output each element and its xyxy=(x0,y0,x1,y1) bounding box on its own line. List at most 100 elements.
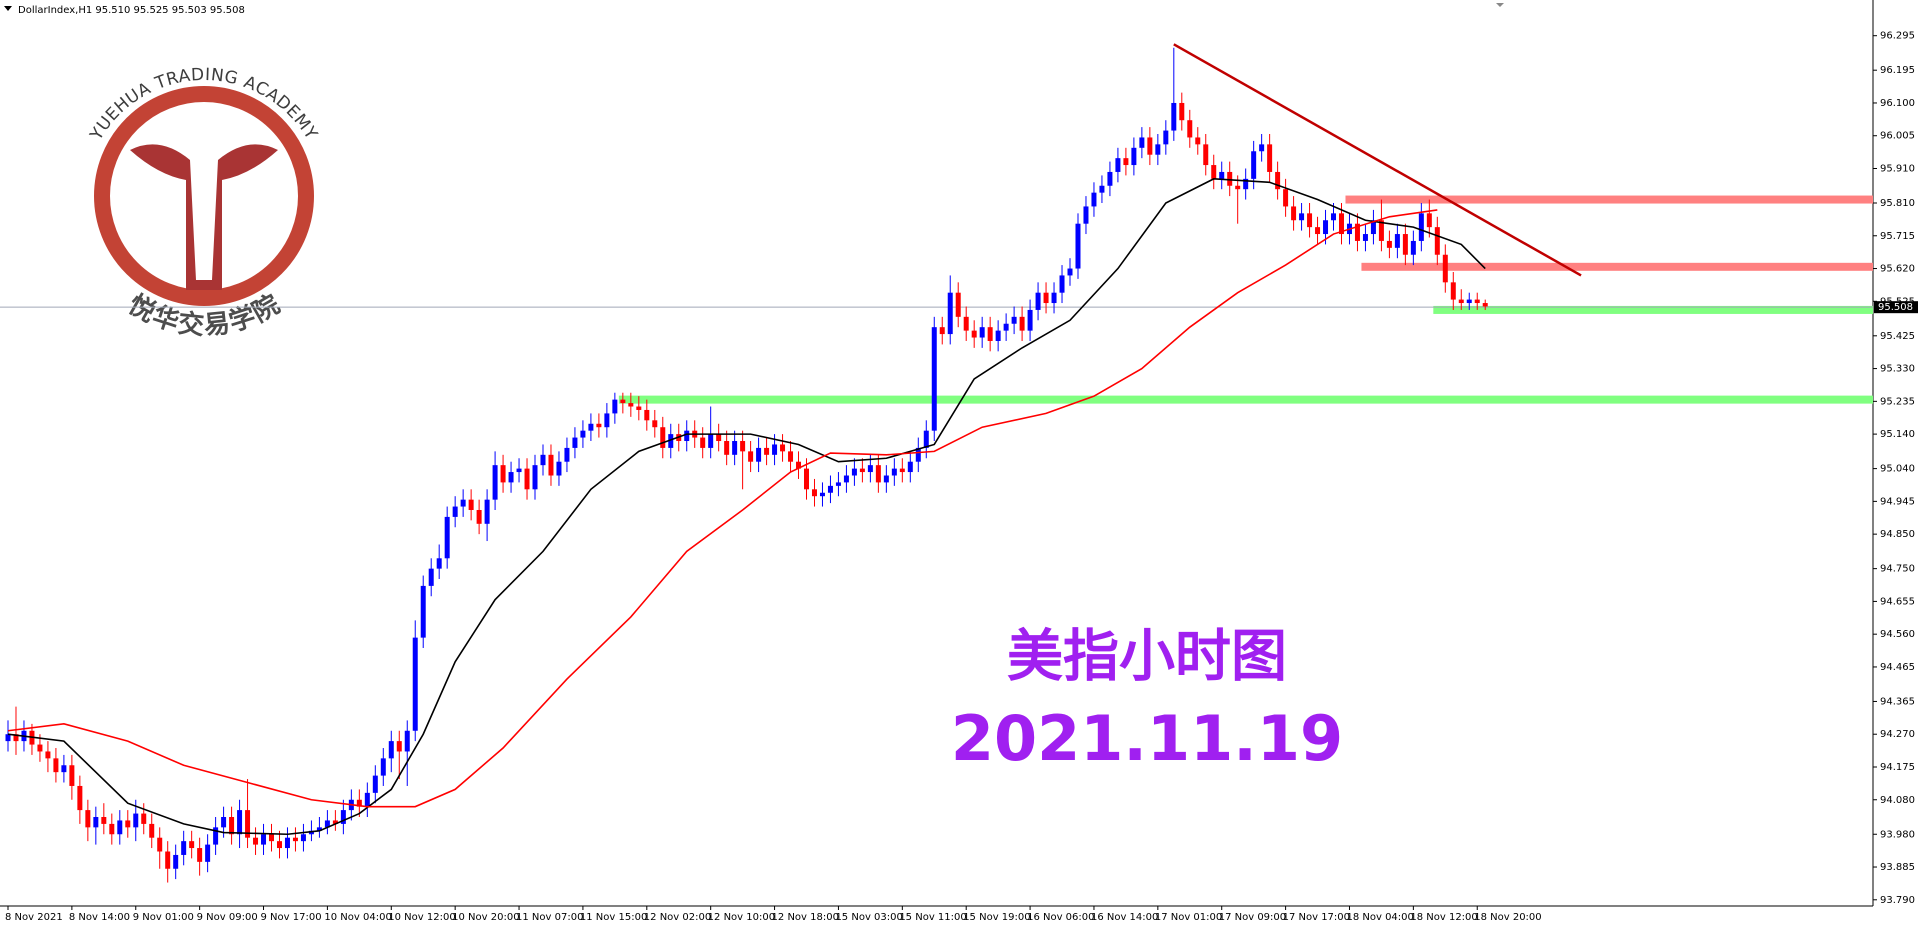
candle-body xyxy=(37,744,43,752)
candle-body xyxy=(1474,299,1480,304)
candle-body xyxy=(308,830,314,835)
candle-body xyxy=(1203,144,1209,166)
candle-body xyxy=(340,810,346,824)
candle-body xyxy=(468,499,474,511)
y-tick-label: 96.195 xyxy=(1880,65,1915,76)
x-tick-label: 17 Nov 17:00 xyxy=(1283,912,1350,923)
ma-line xyxy=(7,209,1438,808)
candle-body xyxy=(891,468,897,476)
logo-mark xyxy=(130,144,278,290)
menu-arrow[interactable] xyxy=(4,6,12,11)
x-tick-label: 12 Nov 18:00 xyxy=(772,912,839,923)
candle-body xyxy=(644,409,650,421)
candle-body xyxy=(149,823,155,838)
candle-body xyxy=(748,451,754,462)
x-tick-label: 16 Nov 14:00 xyxy=(1091,912,1158,923)
candle-body xyxy=(229,817,235,835)
candle-body xyxy=(388,741,394,759)
candle-body xyxy=(971,330,977,338)
x-tick-label: 11 Nov 07:00 xyxy=(516,912,583,923)
candle-body xyxy=(756,447,762,462)
candle-body xyxy=(700,437,706,448)
candle-body xyxy=(1147,137,1153,155)
candle-body xyxy=(724,441,730,455)
candle-body xyxy=(444,516,450,559)
candle-body xyxy=(221,817,227,828)
logo: YUEHUA TRADING ACADEMY 悦华交易学院 xyxy=(86,65,320,341)
candle-body xyxy=(708,434,714,448)
candle-body xyxy=(572,437,578,448)
candle-body xyxy=(1163,130,1169,145)
level-zone xyxy=(1361,262,1873,271)
candle-body xyxy=(1331,213,1337,221)
x-tick-label: 15 Nov 11:00 xyxy=(899,912,966,923)
y-tick-label: 95.910 xyxy=(1880,164,1915,175)
x-tick-label: 9 Nov 01:00 xyxy=(133,912,194,923)
candle-body xyxy=(1386,240,1392,248)
x-tick-label: 16 Nov 06:00 xyxy=(1027,912,1094,923)
candle-body xyxy=(165,851,171,869)
candle-body xyxy=(1099,185,1105,193)
candle-body xyxy=(364,792,370,807)
candle-body xyxy=(404,730,410,752)
x-tick-label: 17 Nov 09:00 xyxy=(1219,912,1286,923)
candle-body xyxy=(995,330,1001,341)
candle-body xyxy=(588,423,594,431)
x-tick-label: 11 Nov 15:00 xyxy=(580,912,647,923)
candle-body xyxy=(316,827,322,831)
level-zone xyxy=(1345,195,1873,204)
candle-body xyxy=(947,292,953,335)
candle-body xyxy=(1275,171,1281,190)
y-tick-label: 95.620 xyxy=(1880,264,1915,275)
candle-body xyxy=(245,810,251,838)
y-tick-label: 96.005 xyxy=(1880,131,1915,142)
candle-body xyxy=(205,844,211,862)
candle-body xyxy=(420,585,426,638)
candle-body xyxy=(979,327,985,338)
candle-body xyxy=(612,399,618,414)
candle-body xyxy=(1299,213,1305,221)
candle-body xyxy=(1283,189,1289,207)
y-tick-label: 94.560 xyxy=(1880,629,1915,640)
y-tick-label: 93.885 xyxy=(1880,862,1915,873)
y-tick-label: 95.040 xyxy=(1880,464,1915,475)
candle-body xyxy=(1323,220,1329,235)
level-zone xyxy=(618,395,1873,404)
y-tick-label: 94.365 xyxy=(1880,696,1915,707)
candle-body xyxy=(372,775,378,793)
x-tick-label: 9 Nov 09:00 xyxy=(197,912,258,923)
candle-body xyxy=(1195,137,1201,145)
candle-body xyxy=(788,451,794,462)
y-tick-label: 94.655 xyxy=(1880,596,1915,607)
y-tick-label: 94.750 xyxy=(1880,564,1915,575)
x-tick-label: 15 Nov 03:00 xyxy=(835,912,902,923)
candle-body xyxy=(1458,299,1464,304)
candle-body xyxy=(859,468,865,473)
candle-body xyxy=(253,837,259,845)
candle-body xyxy=(564,447,570,462)
chart-subtitle: 2021.11.19 xyxy=(951,702,1343,775)
candle-body xyxy=(875,465,881,483)
candle-body xyxy=(1442,254,1448,283)
candle-body xyxy=(500,465,506,483)
candle-body xyxy=(804,468,809,490)
candle-body xyxy=(77,785,83,811)
candle-body xyxy=(596,423,602,428)
candle-body xyxy=(1426,213,1432,228)
candle-body xyxy=(460,499,466,507)
candle-body xyxy=(189,841,195,849)
candle-body xyxy=(963,316,969,331)
x-tick-label: 15 Nov 19:00 xyxy=(963,912,1030,923)
candle-body xyxy=(883,475,889,483)
candle-body xyxy=(1402,234,1408,255)
candle-body xyxy=(1083,206,1089,224)
candle-body xyxy=(556,461,562,476)
candle-body xyxy=(476,510,482,524)
candle-body xyxy=(1123,158,1129,166)
y-tick-label: 93.790 xyxy=(1880,895,1915,906)
candle-body xyxy=(69,765,75,786)
candle-body xyxy=(955,292,961,317)
candle-body xyxy=(484,499,490,524)
candle-body xyxy=(732,441,738,455)
candle-body xyxy=(1059,275,1065,293)
